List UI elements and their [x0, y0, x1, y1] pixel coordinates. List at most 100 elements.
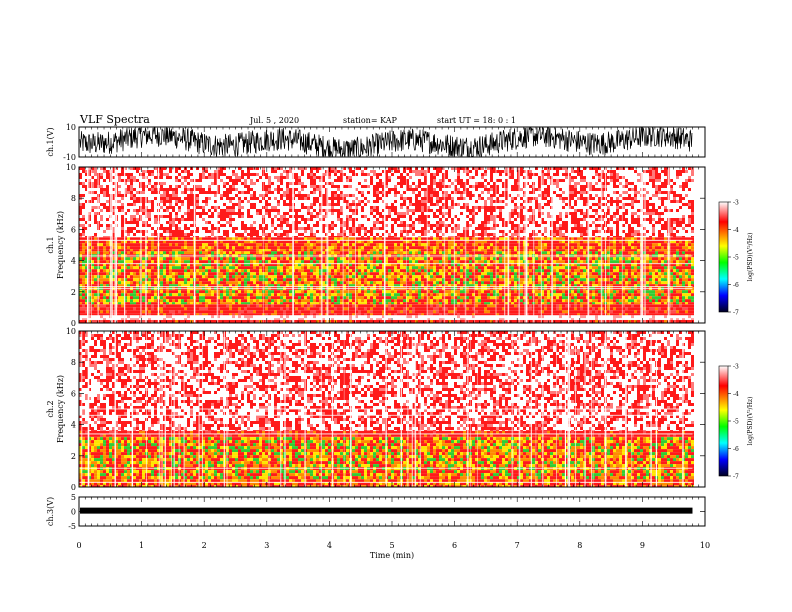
spectrogram-cell — [613, 272, 616, 275]
spectrogram-cell — [652, 266, 655, 269]
spectrogram-cell — [313, 284, 316, 287]
spectrogram-cell — [247, 315, 250, 318]
spectrogram-cell — [172, 278, 175, 281]
spectrogram-cell — [637, 307, 640, 310]
spectrogram-cell — [679, 272, 682, 275]
spectrogram-cell — [646, 307, 649, 310]
spectrogram-cell — [505, 307, 508, 310]
spectrogram-cell — [259, 260, 262, 263]
spectrogram-cell — [259, 257, 262, 260]
spectrogram-cell — [655, 304, 658, 307]
spectrogram-cell — [133, 266, 136, 269]
spectrogram-cell — [220, 257, 223, 260]
spectrogram-cell — [412, 307, 415, 310]
spectrogram-cell — [316, 269, 319, 272]
spectrogram-cell — [175, 269, 178, 272]
spectrogram-cell — [535, 278, 538, 281]
spectrogram-cell — [253, 281, 256, 284]
spectrogram-cell — [307, 318, 310, 320]
spectrogram-cell — [121, 275, 124, 278]
spectrogram-cell — [370, 313, 373, 315]
spectrogram-cell — [190, 307, 193, 310]
spectrogram-cell — [169, 310, 172, 313]
spectrogram-cell — [142, 278, 145, 281]
spectrogram-cell — [337, 272, 340, 275]
spectrogram-cell — [271, 269, 274, 272]
spectrogram-cell — [553, 269, 556, 272]
spectrogram-cell — [391, 284, 394, 287]
spectrogram-cell — [160, 284, 163, 287]
spectrogram-cell — [148, 310, 151, 313]
spectrogram-cell — [295, 313, 298, 315]
spectrogram-cell — [457, 278, 460, 281]
spectrogram-cell — [220, 320, 223, 323]
spectrogram-cell — [277, 318, 280, 320]
spectrogram-cell — [493, 310, 496, 313]
spectrogram-cell — [223, 257, 226, 260]
spectrogram-cell — [397, 266, 400, 269]
spectrogram-cell — [394, 275, 397, 278]
spectrogram-cell — [499, 310, 502, 313]
spectrogram-cell — [82, 318, 85, 320]
spectrogram-cell — [619, 251, 622, 254]
spectrogram-cell — [484, 278, 487, 281]
spectrogram-cell — [202, 278, 205, 281]
spectrogram-cell — [553, 257, 556, 260]
spectrogram-cell — [619, 284, 622, 287]
spectrogram-cell — [595, 266, 598, 269]
spectrogram-cell — [619, 266, 622, 269]
spectrogram-cell — [247, 310, 250, 313]
spectrogram-cell — [307, 251, 310, 254]
spectrogram-cell — [553, 310, 556, 313]
spectrogram-cell — [229, 290, 232, 293]
spectrogram-cell — [391, 269, 394, 272]
spectrogram-cell — [637, 293, 640, 296]
spectrogram-cell — [121, 290, 124, 293]
spectrogram-cell — [376, 318, 379, 320]
spectrogram-cell — [262, 260, 265, 263]
spectrogram-cell — [373, 257, 376, 260]
spectrogram-cell — [403, 272, 406, 275]
spectrogram-cell — [214, 313, 217, 315]
spectrogram-cell — [127, 269, 130, 272]
spectrogram-cell — [418, 293, 421, 296]
spectrogram-cell — [364, 275, 367, 278]
spectrogram-cell — [172, 318, 175, 320]
spectrogram-cell — [391, 318, 394, 320]
spectrogram-cell — [625, 275, 628, 278]
spectrogram-cell — [334, 315, 337, 318]
spectrogram-cell — [655, 260, 658, 263]
spectrogram-cell — [358, 313, 361, 315]
spectrogram-cell — [511, 284, 514, 287]
spectrogram-cell — [349, 315, 352, 318]
spectrogram-cell — [376, 315, 379, 318]
spectrogram-cell — [646, 315, 649, 318]
spectrogram-cell — [511, 266, 514, 269]
spectrogram-cell — [364, 266, 367, 269]
spectrogram-cell — [544, 275, 547, 278]
spectrogram-cell — [520, 257, 523, 260]
spectrogram-cell — [352, 278, 355, 281]
spectrogram-cell — [688, 293, 691, 296]
spectrogram-cell — [577, 313, 580, 315]
spectrogram-cell — [208, 296, 211, 299]
spectrogram-cell — [610, 290, 613, 293]
spectrogram-cell — [664, 313, 667, 315]
spectrogram-cell — [277, 272, 280, 275]
spectrogram-cell — [547, 257, 550, 260]
spectrogram-cell — [658, 318, 661, 320]
spectrogram-cell — [388, 278, 391, 281]
spectrogram-cell — [664, 315, 667, 318]
spectrogram-cell — [505, 272, 508, 275]
spectrogram-cell — [358, 304, 361, 307]
spectrogram-cell — [202, 320, 205, 323]
spectrogram-cell — [637, 315, 640, 318]
spectrogram-cell — [313, 307, 316, 310]
spectrogram-cell — [481, 304, 484, 307]
spectrogram-cell — [460, 315, 463, 318]
spectrogram-cell — [373, 318, 376, 320]
spectrogram-cell — [520, 307, 523, 310]
spectrogram-cell — [682, 251, 685, 254]
spectrogram-cell — [676, 269, 679, 272]
spectrogram-cell — [256, 251, 259, 254]
